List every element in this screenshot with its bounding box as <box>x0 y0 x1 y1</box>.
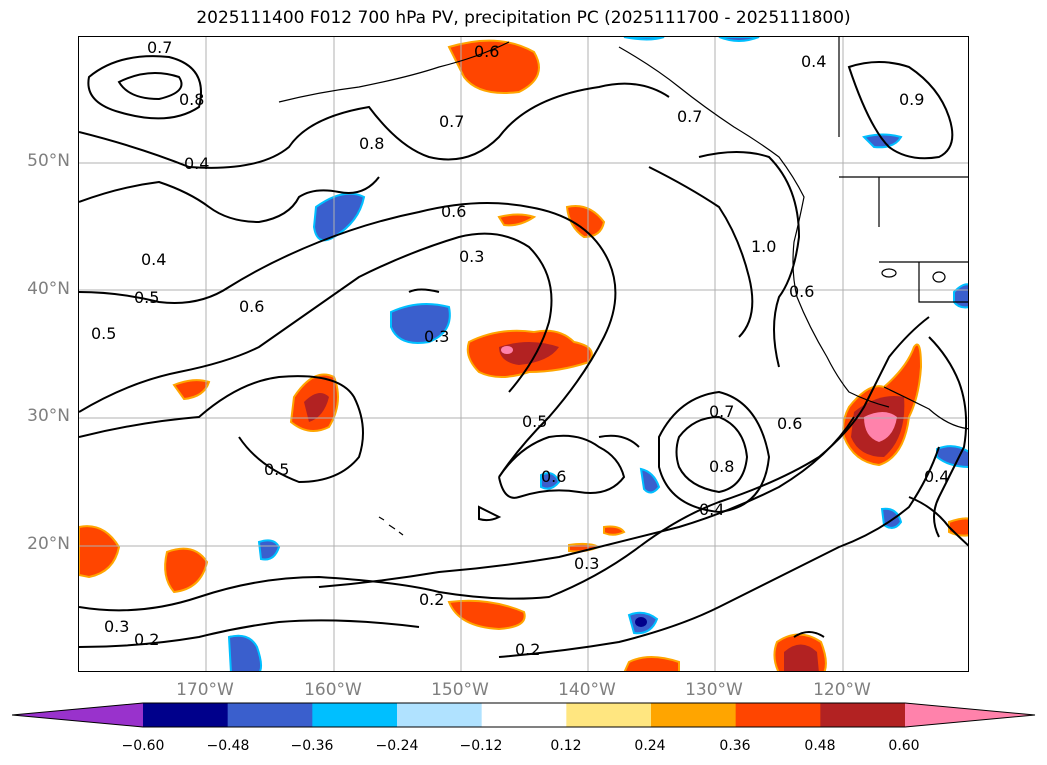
precip-positive-patch <box>447 39 540 94</box>
contour-label: 0.4 <box>924 467 949 486</box>
contour-label: 0.7 <box>439 112 464 131</box>
contour-label: 0.3 <box>424 327 449 346</box>
contour-label: 1.0 <box>751 237 776 256</box>
lon-label-150w: 150°W <box>431 680 489 700</box>
map-title: 2025111400 F012 700 hPa PV, precipitatio… <box>196 8 851 28</box>
colorbar-segment <box>735 703 821 727</box>
lon-label-170w: 170°W <box>176 680 234 700</box>
lat-label-40n: 40°N <box>27 279 70 299</box>
graticule <box>79 37 968 671</box>
colorbar-segment <box>397 703 483 727</box>
colorbar-extend-low <box>12 703 143 727</box>
contour-label: 0.6 <box>777 414 802 433</box>
contour-label: 0.5 <box>134 288 159 307</box>
lon-label-160w: 160°W <box>304 680 362 700</box>
precip-max-patch <box>304 393 329 422</box>
precip-positive-patch <box>164 547 209 594</box>
colorbar-segment <box>227 703 313 727</box>
colorbar-segment <box>143 703 229 727</box>
contour-label: 0.4 <box>141 250 166 269</box>
contour-label: 0.6 <box>239 297 264 316</box>
colorbar-segments <box>12 703 1035 727</box>
precip-negative-patch <box>718 37 760 42</box>
contour-label: 0.7 <box>147 38 172 57</box>
colorbar <box>12 702 1036 728</box>
precip-max-patch <box>499 342 559 365</box>
contour-label: 0.5 <box>264 460 289 479</box>
contour-label: 0.8 <box>359 134 384 153</box>
precip-negative-patch <box>540 472 561 490</box>
precip-negative-core <box>635 617 647 627</box>
precipitation-fill <box>79 37 968 671</box>
colorbar-tick-label: 0.12 <box>550 738 582 754</box>
colorbar-segment <box>566 703 652 727</box>
precip-peak <box>864 412 897 442</box>
colorbar-tick-label: 0.60 <box>888 738 920 754</box>
contour-label: 0.6 <box>474 42 499 61</box>
lat-label-30n: 30°N <box>27 406 70 426</box>
precip-negative-patch <box>639 467 661 494</box>
precip-negative-patch <box>953 283 968 309</box>
colorbar-tick-label: −0.24 <box>375 738 419 754</box>
pv-contours <box>79 55 968 658</box>
contour-label: 0.5 <box>91 324 116 343</box>
precip-negative-patch <box>227 634 263 671</box>
precip-positive-patch <box>79 525 121 579</box>
lon-label-130w: 130°W <box>685 680 743 700</box>
lat-label-50n: 50°N <box>27 151 70 171</box>
contour-label: 0.6 <box>541 467 566 486</box>
precip-negative-patch <box>936 445 968 468</box>
colorbar-segment <box>312 703 398 727</box>
contour-label: 0.9 <box>899 90 924 109</box>
colorbar-tick-label: −0.48 <box>206 738 250 754</box>
contour-label: 0.6 <box>441 202 466 221</box>
precip-negative-patch <box>390 302 451 344</box>
coastlines <box>278 37 968 536</box>
lon-label-120w: 120°W <box>813 680 871 700</box>
contour-label: 0.4 <box>699 500 724 519</box>
contour-label: 0.3 <box>574 554 599 573</box>
precip-positive-patch <box>603 525 626 536</box>
contour-label: 0.8 <box>709 457 734 476</box>
colorbar-segment <box>651 703 737 727</box>
precip-positive-patch <box>565 205 606 239</box>
colorbar-tick-label: −0.60 <box>121 738 165 754</box>
map-panel: 0.7 0.6 0.8 0.7 0.8 0.4 0.4 0.5 0.6 0.3 … <box>78 36 969 672</box>
contour-label: 0.6 <box>789 282 814 301</box>
contour-label: 0.3 <box>459 247 484 266</box>
map-canvas: 0.7 0.6 0.8 0.7 0.8 0.4 0.4 0.5 0.6 0.3 … <box>79 37 968 671</box>
precip-negative-patch <box>623 37 665 41</box>
contour-label: 0.3 <box>104 617 129 636</box>
precip-positive-patch <box>623 656 680 671</box>
contour-label: 0.4 <box>184 154 209 173</box>
contour-label: 0.4 <box>801 52 826 71</box>
precip-negative-patch <box>312 192 366 242</box>
colorbar-extend-high <box>905 703 1035 727</box>
colorbar-tick-label: 0.24 <box>634 738 666 754</box>
contour-label: 0.5 <box>522 412 547 431</box>
precip-positive-patch <box>172 379 211 401</box>
colorbar-tick-label: −0.36 <box>290 738 334 754</box>
contour-labels: 0.7 0.6 0.8 0.7 0.8 0.4 0.4 0.5 0.6 0.3 … <box>91 38 949 659</box>
colorbar-tick-label: −0.12 <box>459 738 503 754</box>
contour-label: 0.2 <box>134 630 159 649</box>
contour-label: 0.2 <box>515 640 540 659</box>
precip-peak <box>501 346 513 354</box>
lon-label-140w: 140°W <box>558 680 616 700</box>
contour-label: 0.7 <box>677 107 702 126</box>
colorbar-tick-label: 0.48 <box>804 738 836 754</box>
precip-positive-patch <box>447 599 526 631</box>
precip-max-patch <box>784 644 819 671</box>
precip-positive-patch <box>948 517 968 537</box>
lat-label-20n: 20°N <box>27 534 70 554</box>
colorbar-tick-label: 0.36 <box>719 738 751 754</box>
contour-label: 0.7 <box>709 402 734 421</box>
contour-label: 0.8 <box>179 90 204 109</box>
contour-label: 0.2 <box>419 590 444 609</box>
precip-positive-patch <box>497 213 537 227</box>
precip-negative-patch <box>257 539 281 561</box>
colorbar-segment <box>481 703 567 727</box>
colorbar-segment <box>820 703 906 727</box>
